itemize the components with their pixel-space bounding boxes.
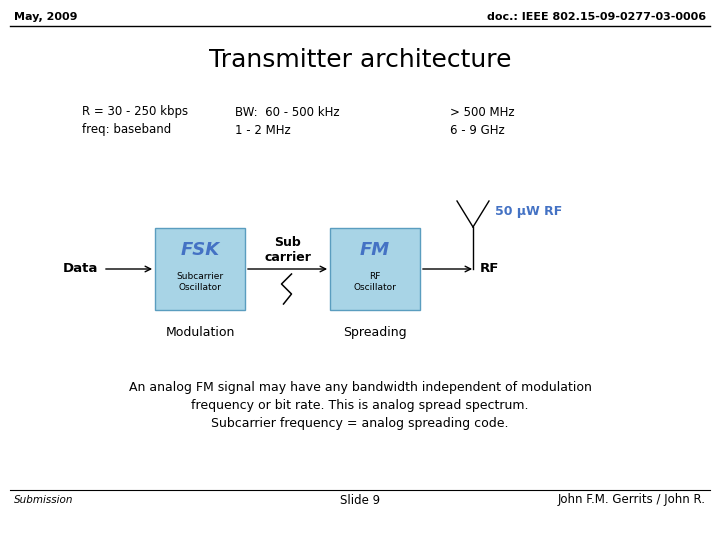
Text: freq: baseband: freq: baseband <box>82 124 171 137</box>
Text: FM: FM <box>360 241 390 259</box>
Text: frequency or bit rate. This is analog spread spectrum.: frequency or bit rate. This is analog sp… <box>192 400 528 413</box>
Text: May, 2009: May, 2009 <box>14 12 78 22</box>
Text: Slide 9: Slide 9 <box>340 494 380 507</box>
Text: Subcarrier frequency = analog spreading code.: Subcarrier frequency = analog spreading … <box>211 417 509 430</box>
FancyBboxPatch shape <box>155 228 245 310</box>
Text: FSK: FSK <box>181 241 220 259</box>
Text: 1 - 2 MHz: 1 - 2 MHz <box>235 124 291 137</box>
FancyBboxPatch shape <box>330 228 420 310</box>
Text: Data: Data <box>63 262 98 275</box>
Text: RF
Oscillator: RF Oscillator <box>354 272 397 292</box>
Text: An analog FM signal may have any bandwidth independent of modulation: An analog FM signal may have any bandwid… <box>129 381 591 395</box>
Text: R = 30 - 250 kbps: R = 30 - 250 kbps <box>82 105 188 118</box>
Text: Modulation: Modulation <box>166 326 235 339</box>
Text: 6 - 9 GHz: 6 - 9 GHz <box>450 124 505 137</box>
Text: Subcarrier
Oscillator: Subcarrier Oscillator <box>176 272 224 292</box>
Text: RF: RF <box>480 262 500 275</box>
Text: doc.: IEEE 802.15-09-0277-03-0006: doc.: IEEE 802.15-09-0277-03-0006 <box>487 12 706 22</box>
Text: BW:  60 - 500 kHz: BW: 60 - 500 kHz <box>235 105 340 118</box>
Text: Sub
carrier: Sub carrier <box>264 236 311 264</box>
Text: 50 μW RF: 50 μW RF <box>495 205 562 218</box>
Text: Submission: Submission <box>14 495 73 505</box>
Text: John F.M. Gerrits / John R.: John F.M. Gerrits / John R. <box>558 494 706 507</box>
Text: > 500 MHz: > 500 MHz <box>450 105 515 118</box>
Text: Spreading: Spreading <box>343 326 407 339</box>
Text: Transmitter architecture: Transmitter architecture <box>209 48 511 72</box>
